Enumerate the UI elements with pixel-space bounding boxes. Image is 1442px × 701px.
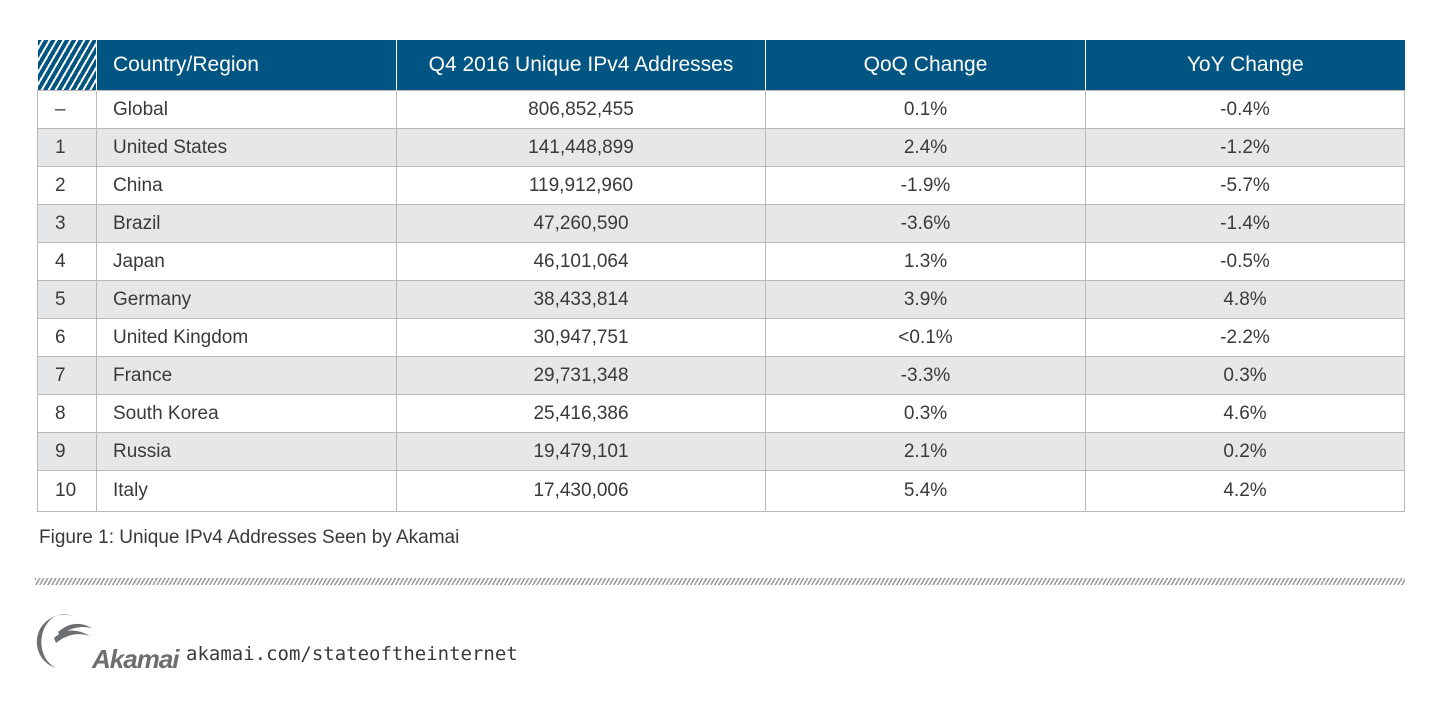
cell-qoq: <0.1% — [765, 318, 1086, 357]
cell-yoy: 4.6% — [1085, 394, 1405, 433]
cell-rank: 1 — [37, 128, 97, 167]
header-rank — [37, 40, 97, 91]
figure-caption: Figure 1: Unique IPv4 Addresses Seen by … — [39, 527, 460, 548]
table-row: 10 Italy 17,430,006 5.4% 4.2% — [37, 470, 1405, 512]
footer-url[interactable]: akamai.com/stateoftheinternet — [186, 643, 518, 665]
logo-wordmark: Akamai — [92, 644, 179, 674]
table-row: 7 France 29,731,348 -3.3% 0.3% — [37, 356, 1405, 395]
cell-region: United States — [96, 128, 397, 167]
cell-yoy: -0.4% — [1085, 90, 1405, 129]
cell-addresses: 806,852,455 — [396, 90, 766, 129]
cell-yoy: -2.2% — [1085, 318, 1405, 357]
cell-qoq: -1.9% — [765, 166, 1086, 205]
header-addresses: Q4 2016 Unique IPv4 Addresses — [396, 40, 766, 91]
cell-rank: 8 — [37, 394, 97, 433]
cell-yoy: -1.4% — [1085, 204, 1405, 243]
cell-region: United Kingdom — [96, 318, 397, 357]
cell-rank: 4 — [37, 242, 97, 281]
cell-addresses: 38,433,814 — [396, 280, 766, 319]
table-body: – Global 806,852,455 0.1% -0.4% 1 United State… — [37, 90, 1405, 512]
table-row: 9 Russia 19,479,101 2.1% 0.2% — [37, 432, 1405, 471]
cell-rank: 9 — [37, 432, 97, 471]
table-row: 3 Brazil 47,260,590 -3.6% -1.4% — [37, 204, 1405, 243]
cell-region: South Korea — [96, 394, 397, 433]
table-row: 5 Germany 38,433,814 3.9% 4.8% — [37, 280, 1405, 319]
cell-region: Italy — [96, 470, 397, 512]
table-row: 6 United Kingdom 30,947,751 <0.1% -2.2% — [37, 318, 1405, 357]
cell-rank: 3 — [37, 204, 97, 243]
hatched-divider — [35, 578, 1405, 585]
cell-qoq: -3.3% — [765, 356, 1086, 395]
cell-region: Japan — [96, 242, 397, 281]
cell-region: Russia — [96, 432, 397, 471]
header-row: Country/Region Q4 2016 Unique IPv4 Addre… — [37, 40, 1405, 91]
cell-addresses: 47,260,590 — [396, 204, 766, 243]
header-yoy: YoY Change — [1085, 40, 1405, 91]
cell-addresses: 29,731,348 — [396, 356, 766, 395]
cell-addresses: 19,479,101 — [396, 432, 766, 471]
cell-qoq: 3.9% — [765, 280, 1086, 319]
cell-yoy: 0.3% — [1085, 356, 1405, 395]
ipv4-table: Country/Region Q4 2016 Unique IPv4 Addre… — [37, 40, 1405, 512]
cell-rank: 7 — [37, 356, 97, 395]
cell-rank: 5 — [37, 280, 97, 319]
cell-rank: 2 — [37, 166, 97, 205]
cell-region: Brazil — [96, 204, 397, 243]
data-table-container: Country/Region Q4 2016 Unique IPv4 Addre… — [37, 40, 1405, 512]
cell-yoy: 4.8% — [1085, 280, 1405, 319]
table-row: 8 South Korea 25,416,386 0.3% 4.6% — [37, 394, 1405, 433]
table-row: – Global 806,852,455 0.1% -0.4% — [37, 90, 1405, 129]
cell-rank: 6 — [37, 318, 97, 357]
cell-qoq: 1.3% — [765, 242, 1086, 281]
cell-region: Global — [96, 90, 397, 129]
cell-addresses: 30,947,751 — [396, 318, 766, 357]
table-row: 2 China 119,912,960 -1.9% -5.7% — [37, 166, 1405, 205]
cell-addresses: 25,416,386 — [396, 394, 766, 433]
cell-rank: – — [37, 90, 97, 129]
cell-yoy: 0.2% — [1085, 432, 1405, 471]
cell-addresses: 46,101,064 — [396, 242, 766, 281]
cell-addresses: 17,430,006 — [396, 470, 766, 512]
table-row: 4 Japan 46,101,064 1.3% -0.5% — [37, 242, 1405, 281]
akamai-logo: Akamai — [34, 614, 179, 674]
cell-rank: 10 — [37, 470, 97, 512]
header-qoq: QoQ Change — [765, 40, 1086, 91]
cell-region: China — [96, 166, 397, 205]
cell-yoy: -1.2% — [1085, 128, 1405, 167]
cell-addresses: 141,448,899 — [396, 128, 766, 167]
cell-qoq: 0.1% — [765, 90, 1086, 129]
cell-qoq: 5.4% — [765, 470, 1086, 512]
cell-qoq: 0.3% — [765, 394, 1086, 433]
cell-yoy: -5.7% — [1085, 166, 1405, 205]
cell-addresses: 119,912,960 — [396, 166, 766, 205]
cell-yoy: 4.2% — [1085, 470, 1405, 512]
cell-yoy: -0.5% — [1085, 242, 1405, 281]
cell-qoq: 2.1% — [765, 432, 1086, 471]
header-region: Country/Region — [96, 40, 397, 91]
cell-qoq: 2.4% — [765, 128, 1086, 167]
cell-region: France — [96, 356, 397, 395]
cell-qoq: -3.6% — [765, 204, 1086, 243]
cell-region: Germany — [96, 280, 397, 319]
akamai-wave-icon — [36, 614, 92, 668]
table-row: 1 United States 141,448,899 2.4% -1.2% — [37, 128, 1405, 167]
